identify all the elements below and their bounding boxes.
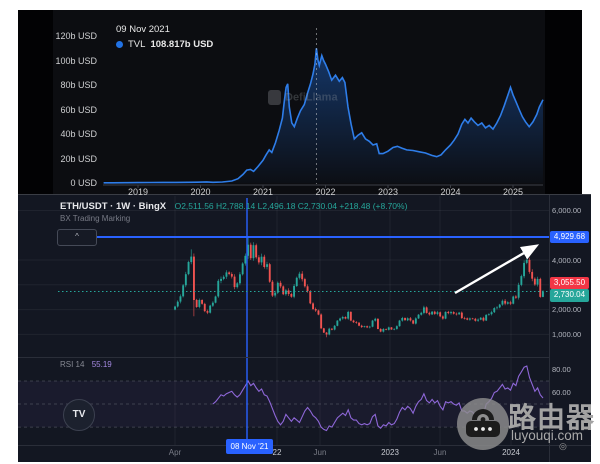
symbol-legend[interactable]: ETH/USDT · 1W · BingX O2,511.56 H2,788.1…: [60, 201, 407, 212]
rsi-value: 55.19: [91, 360, 112, 369]
time-tick: Apr: [168, 448, 182, 457]
tvl-x-tick: 2020: [190, 187, 211, 197]
time-tick: 2023: [381, 448, 399, 457]
tvl-y-tick: 20b USD: [60, 153, 97, 164]
defillama-watermark-text: DefiLlama: [285, 91, 338, 104]
red-price-chip: 3,055.50: [550, 277, 589, 289]
tvl-x-tick: 2019: [127, 187, 149, 197]
tvl-x-tick: 2023: [377, 187, 399, 197]
rsi-tick: 80.00: [552, 364, 571, 374]
tvl-tooltip: 09 Nov 2021 TVL 108.817b USD: [116, 24, 213, 50]
tvl-tooltip-date: 09 Nov 2021: [116, 24, 170, 35]
tvl-y-tick: 120b USD: [55, 31, 97, 41]
tvl-y-tick: 80b USD: [60, 80, 97, 90]
tvl-series-label: TVL: [128, 39, 146, 50]
tvl-left-black-strip: [18, 10, 53, 195]
watermark-gear-icon: ◎: [559, 441, 567, 451]
time-tick: Jun: [433, 448, 447, 457]
defillama-watermark: DefiLlama: [268, 90, 338, 105]
ohlc-values: O2,511.56 H2,788.14 L2,496.18 C2,730.04 …: [174, 201, 408, 211]
tvl-series-dot-icon: [116, 41, 123, 48]
tvl-x-tick: 2021: [252, 187, 274, 197]
tvl-y-tick: 40b USD: [60, 129, 97, 139]
tvl-x-tick: 2025: [502, 187, 524, 197]
charts-divider: [18, 194, 591, 195]
tvl-y-tick: 100b USD: [55, 55, 97, 66]
symbol-title[interactable]: ETH/USDT · 1W · BingX: [60, 201, 167, 212]
tradingview-logo[interactable]: TV: [63, 399, 95, 431]
price-tick: 2,000.00: [552, 305, 582, 315]
tvl-x-tick: 2022: [315, 187, 336, 197]
time-axis-separator[interactable]: [18, 445, 591, 446]
tvl-right-black-strip: [545, 10, 582, 195]
price-axis-separator[interactable]: [549, 195, 550, 462]
tvl-x-tick: 2024: [440, 187, 461, 197]
price-tick: 4,000.00: [552, 255, 582, 265]
chevron-up-icon: ^: [75, 232, 79, 241]
trading-chart-background[interactable]: [18, 195, 591, 462]
time-tick: Jun: [313, 448, 327, 457]
tvl-value: 108.817b USD: [150, 39, 214, 50]
time-tick: 22: [272, 448, 282, 457]
tvl-y-tick: 60b USD: [60, 104, 97, 115]
tvl-y-tick: 0 USD: [70, 178, 97, 188]
rsi-legend[interactable]: RSI 14 55.19: [60, 360, 112, 369]
date-marker-chip[interactable]: 08 Nov '21: [226, 439, 273, 454]
last-price-chip: 2,730.04: [550, 289, 589, 302]
rsi-label: RSI 14: [60, 360, 85, 369]
watermark-site-url: luyouqi.com: [511, 428, 584, 443]
pane-separator[interactable]: [18, 357, 550, 358]
defillama-llama-icon: [268, 90, 281, 105]
collapse-pane-button[interactable]: ^: [57, 229, 97, 246]
price-tick: 6,000.00: [552, 205, 582, 215]
alert-price-chip[interactable]: 4,929.68: [550, 231, 589, 243]
indicator-legend[interactable]: BX Trading Marking: [60, 214, 131, 223]
rsi-tick: 60.00: [552, 388, 571, 397]
price-tick: 1,000.00: [552, 329, 582, 339]
time-tick: 2024: [502, 448, 520, 457]
